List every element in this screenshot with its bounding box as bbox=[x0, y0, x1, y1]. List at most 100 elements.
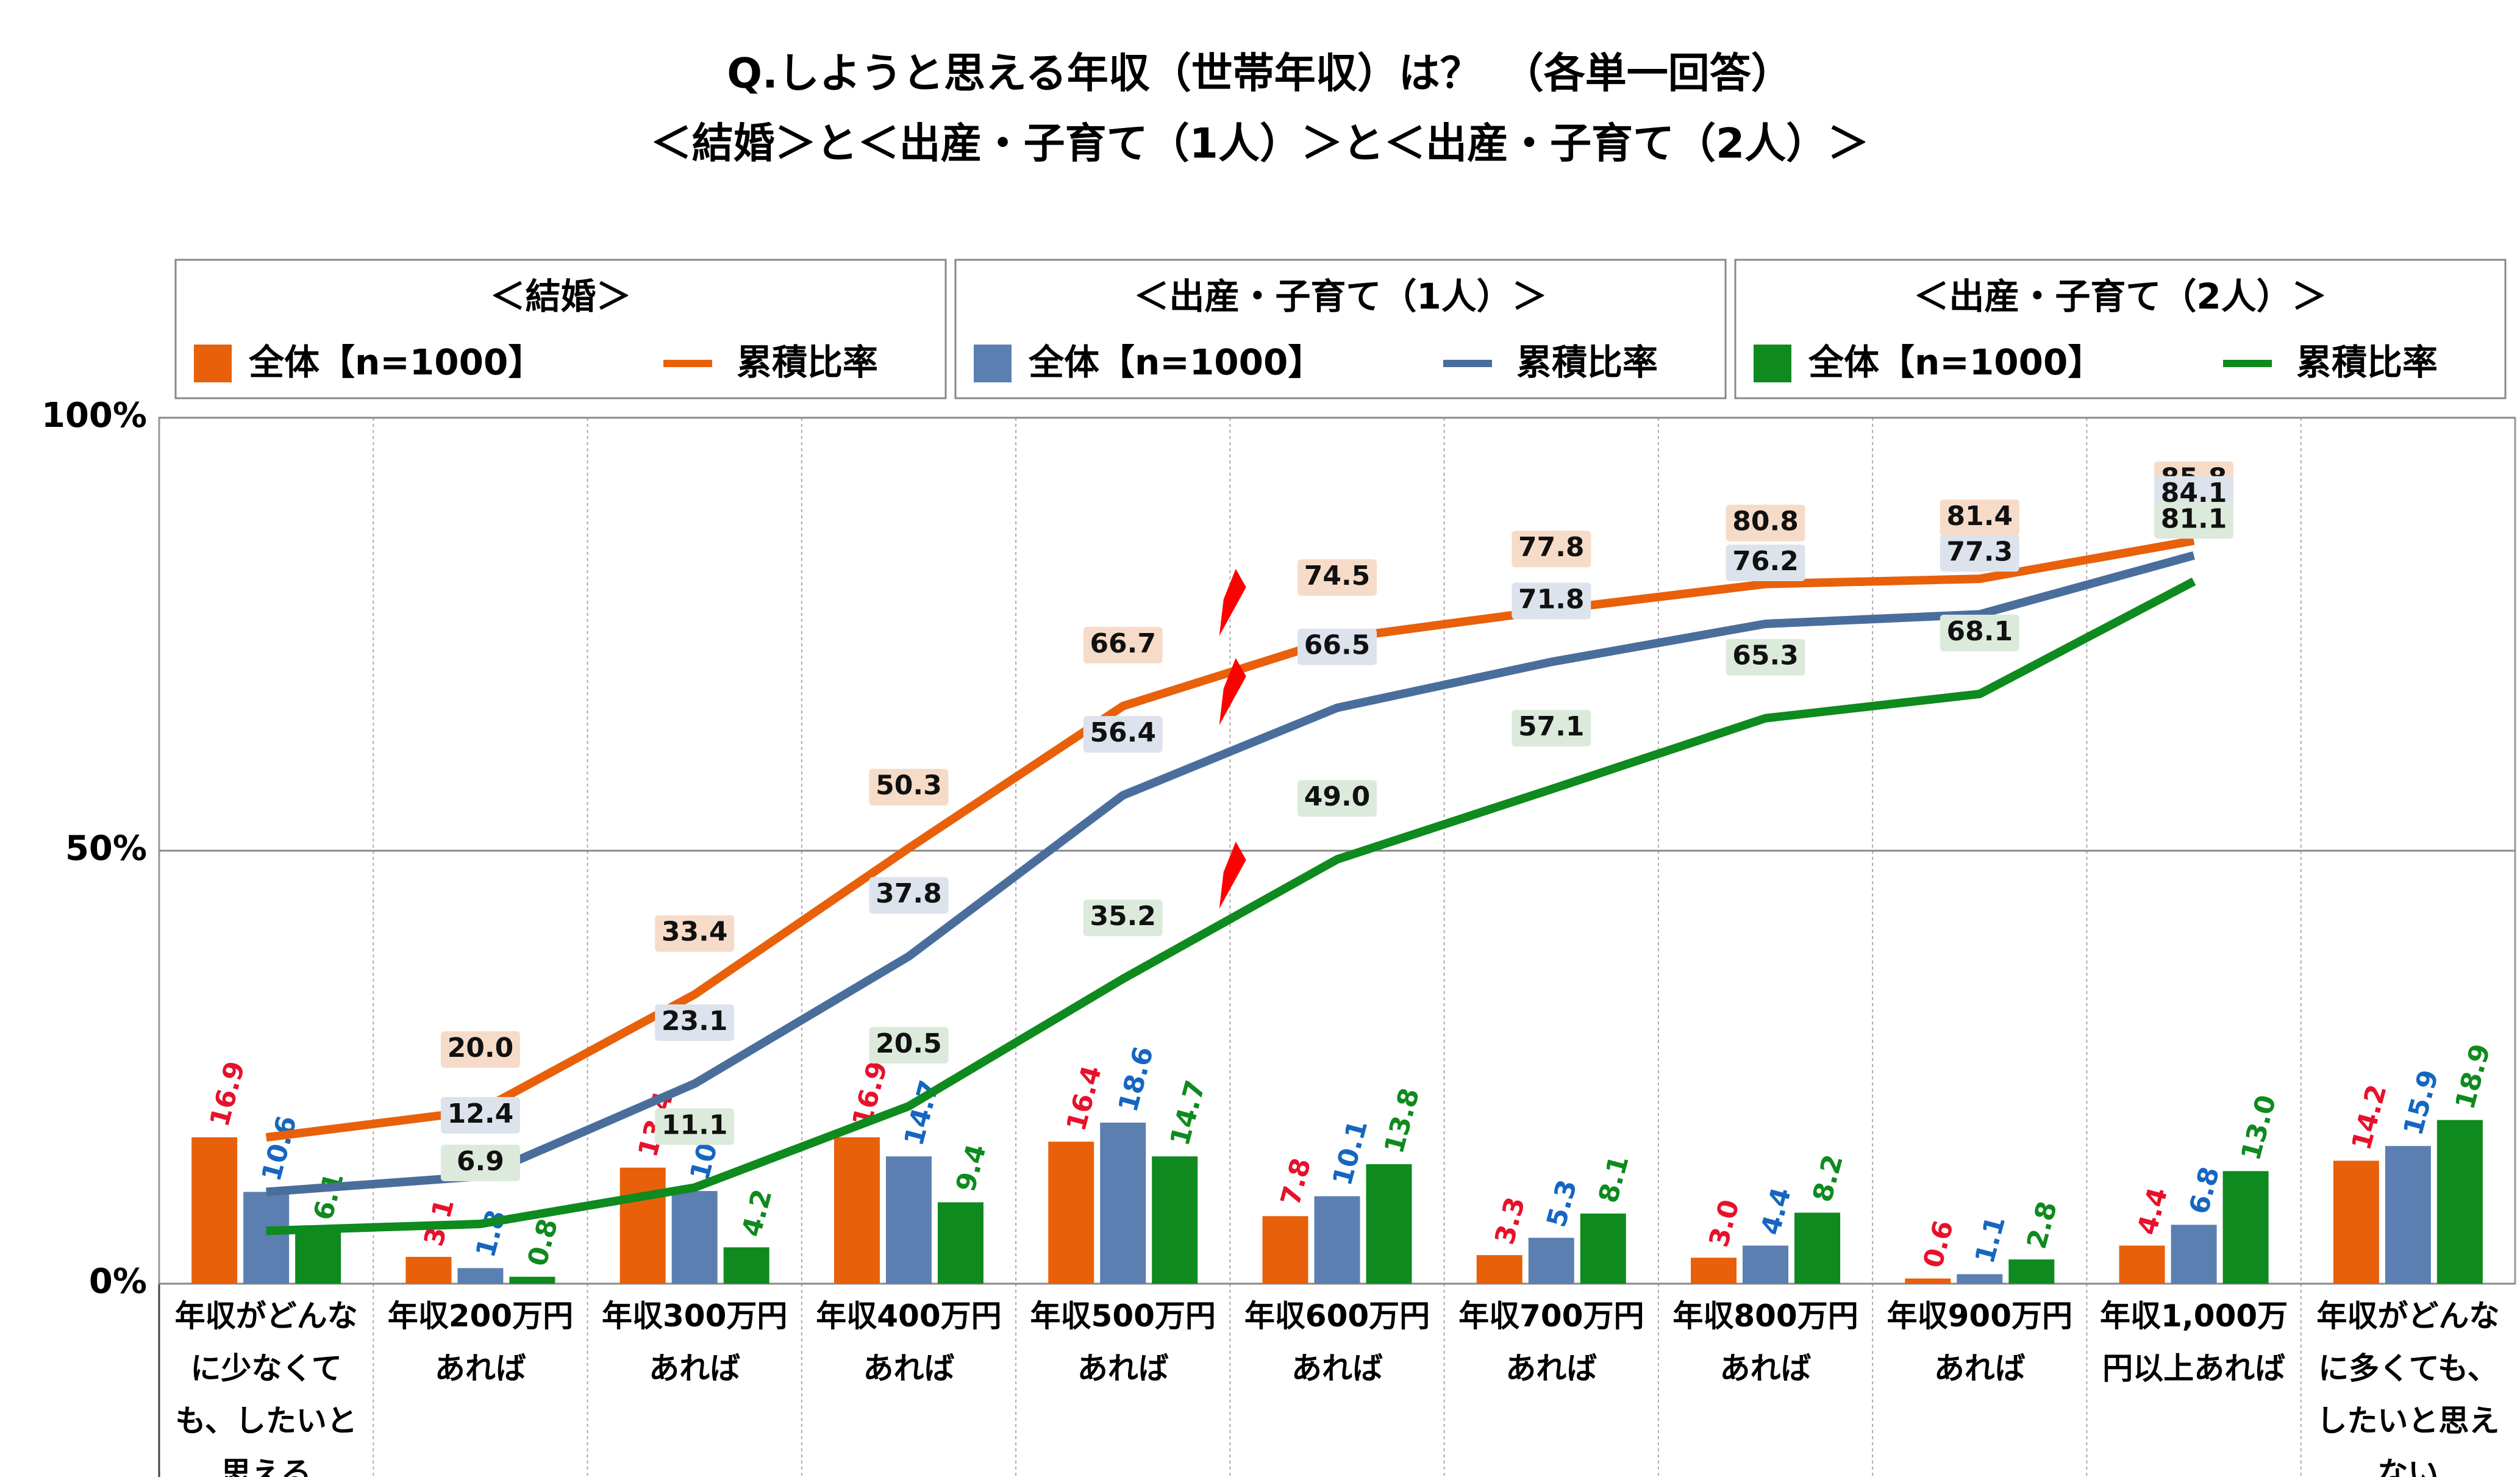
line-value-label: 81.4 bbox=[1947, 501, 2013, 532]
bar-value-label: 16.9 bbox=[204, 1058, 251, 1130]
line-value-label: 66.5 bbox=[1304, 630, 1371, 661]
line-value-label: 56.4 bbox=[1090, 717, 1156, 748]
line-label-bg bbox=[869, 877, 949, 914]
x-tick-label: 年収1,000万円以上あれば bbox=[2100, 1298, 2288, 1386]
line-value-label: 33.4 bbox=[662, 917, 728, 948]
legend-group-title: ＜結婚＞ bbox=[490, 276, 631, 317]
legend-label: 全体【n=1000】 bbox=[248, 342, 543, 383]
line-label-bg bbox=[869, 1026, 949, 1064]
legend-label: 全体【n=1000】 bbox=[1808, 342, 2103, 383]
y-tick-label: 50% bbox=[65, 829, 147, 868]
line-value-label: 71.8 bbox=[1518, 584, 1585, 615]
bar bbox=[671, 1191, 718, 1284]
bar bbox=[191, 1137, 238, 1284]
bar bbox=[295, 1231, 341, 1284]
bar bbox=[405, 1256, 452, 1284]
bar-value-label: 8.1 bbox=[1593, 1152, 1635, 1206]
legend-label: 累積比率 bbox=[2296, 342, 2438, 383]
bar-value-label: 1.1 bbox=[1969, 1213, 2011, 1267]
bar-value-label: 7.8 bbox=[1275, 1155, 1317, 1209]
line-label-bg bbox=[440, 1096, 520, 1134]
line-value-label: 74.5 bbox=[1304, 560, 1371, 592]
cumulative-line bbox=[266, 551, 2195, 1196]
bar-value-label: 8.2 bbox=[1807, 1151, 1849, 1205]
bar-value-label: 18.6 bbox=[1113, 1043, 1160, 1115]
bar bbox=[2385, 1146, 2431, 1284]
bar bbox=[2171, 1225, 2217, 1284]
bar bbox=[1794, 1212, 1841, 1284]
cumulative-line bbox=[265, 536, 2195, 1142]
line-label-bg bbox=[1726, 504, 1805, 542]
bar bbox=[1476, 1255, 1522, 1284]
bar bbox=[723, 1247, 769, 1284]
bar bbox=[457, 1268, 504, 1284]
bar-value-label: 6.8 bbox=[2183, 1164, 2226, 1217]
bar-value-label: 3.0 bbox=[1703, 1196, 1745, 1250]
line-label-bg bbox=[1297, 628, 1377, 665]
x-tick-label: 年収600万円あれば bbox=[1244, 1298, 1430, 1386]
bar-value-label: 4.4 bbox=[1755, 1184, 1797, 1238]
bar-value-label: 14.2 bbox=[2346, 1081, 2393, 1153]
line-label-bg bbox=[440, 1145, 520, 1182]
bar bbox=[2436, 1120, 2483, 1284]
bar-value-label: 10.6 bbox=[256, 1112, 303, 1184]
line-label-bg bbox=[1726, 544, 1805, 581]
legend-box bbox=[1734, 259, 2507, 399]
x-tick-label: 年収300万円あれば bbox=[601, 1298, 788, 1386]
bar bbox=[243, 1192, 290, 1284]
bar bbox=[1580, 1213, 1626, 1284]
line-value-label: 20.0 bbox=[448, 1032, 514, 1064]
line-label-bg bbox=[1297, 780, 1377, 817]
legend-swatch bbox=[974, 345, 1012, 382]
bar-value-label: 1.8 bbox=[470, 1207, 512, 1261]
x-tick-label: 年収900万円あれば bbox=[1886, 1298, 2072, 1386]
line-value-label: 50.3 bbox=[876, 770, 942, 801]
line-label-bg bbox=[655, 1108, 735, 1145]
bar bbox=[509, 1276, 555, 1284]
legend-group-title: ＜出産・子育て（2人）＞ bbox=[1913, 276, 2327, 317]
bar bbox=[1743, 1245, 1789, 1284]
bar bbox=[1314, 1196, 1360, 1284]
line-value-label: 6.9 bbox=[457, 1146, 504, 1177]
line-label-bg bbox=[1726, 638, 1805, 676]
bar-value-label: 13.8 bbox=[1379, 1085, 1426, 1157]
legend-swatch bbox=[1754, 345, 1791, 382]
x-tick-label: 年収800万円あれば bbox=[1672, 1298, 1858, 1386]
bar-value-label: 18.9 bbox=[2449, 1041, 2496, 1113]
line-value-label: 81.1 bbox=[2161, 503, 2227, 534]
line-label-bg bbox=[1297, 559, 1377, 596]
legend-label: 累積比率 bbox=[737, 342, 878, 383]
line-value-label: 57.1 bbox=[1518, 711, 1585, 742]
bar bbox=[1691, 1257, 1737, 1284]
chart-title: Q.しようと思える年収（世帯年収）は？ （各単一回答） bbox=[727, 50, 1793, 98]
x-tick-label: 年収がどんなに少なくても、したいと思える bbox=[174, 1298, 358, 1477]
bar bbox=[619, 1167, 666, 1284]
legend-swatch bbox=[194, 345, 232, 382]
bar-value-label: 4.4 bbox=[2132, 1184, 2174, 1238]
x-tick-label: 年収がどんなに多くても、したいと思えない bbox=[2316, 1298, 2500, 1477]
chart-subtitle: ＜結婚＞と＜出産・子育て（1人）＞と＜出産・子育て（2人）＞ bbox=[651, 120, 1869, 168]
bar bbox=[2222, 1171, 2269, 1284]
legend-label: 全体【n=1000】 bbox=[1028, 342, 1323, 383]
line-value-label: 12.4 bbox=[448, 1098, 514, 1129]
bar bbox=[2333, 1160, 2379, 1284]
line-value-label: 11.1 bbox=[662, 1109, 728, 1140]
line-value-label: 66.7 bbox=[1090, 628, 1156, 659]
line-label-bg bbox=[1083, 899, 1163, 937]
line-label-bg bbox=[1940, 535, 2019, 572]
bar bbox=[1528, 1237, 1574, 1284]
line-value-label: 80.8 bbox=[1732, 506, 1799, 537]
line-label-bg bbox=[1083, 626, 1163, 663]
line-label-bg bbox=[1940, 614, 2019, 651]
line-value-label: 65.3 bbox=[1732, 640, 1799, 671]
line-label-bg bbox=[1512, 531, 1591, 568]
line-label-bg bbox=[2154, 502, 2234, 539]
bar-value-label: 0.8 bbox=[522, 1215, 564, 1269]
legend-box bbox=[954, 259, 1727, 399]
bar bbox=[1262, 1216, 1308, 1284]
legend-label: 累積比率 bbox=[1516, 342, 1658, 383]
bar bbox=[1100, 1122, 1146, 1284]
bar bbox=[1957, 1274, 2003, 1284]
cumulative-line bbox=[266, 578, 2196, 1236]
